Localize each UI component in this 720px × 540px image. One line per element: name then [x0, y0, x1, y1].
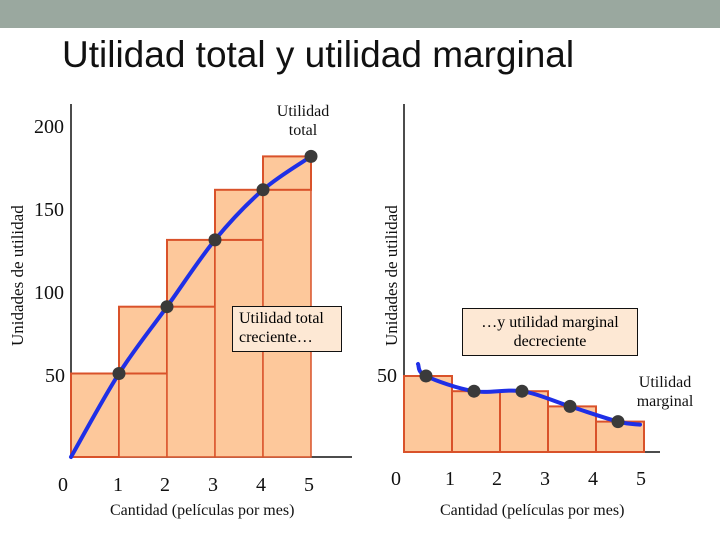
- total-utility-point: [208, 233, 222, 247]
- marginal-utility-bar: [403, 375, 453, 453]
- total-utility-base-bar: [118, 372, 168, 458]
- right-x-tick-4: 4: [588, 468, 598, 490]
- right-y-tick-50: 50: [377, 365, 397, 387]
- left-y-tick-150: 150: [34, 199, 64, 221]
- left-x-tick-3: 3: [208, 474, 218, 496]
- left-x-tick-5: 5: [304, 474, 314, 496]
- marginal-utility-point: [563, 399, 577, 413]
- left-x-tick-2: 2: [160, 474, 170, 496]
- left-x-tick-1: 1: [113, 474, 123, 496]
- page-title: Utilidad total y utilidad marginal: [62, 34, 575, 75]
- marginal-utility-point: [419, 369, 433, 383]
- marginal-utility-bar: [451, 390, 501, 454]
- right-x-tick-1: 1: [445, 468, 455, 490]
- right-x-tick-3: 3: [540, 468, 550, 490]
- left-y-tick-200: 200: [34, 116, 64, 138]
- marginal-utility-curve-label: Utilidad marginal: [636, 374, 694, 410]
- left-y-tick-100: 100: [34, 282, 64, 304]
- marginal-utility-point: [611, 415, 625, 429]
- total-utility-point: [112, 367, 126, 380]
- right-x-axis-label: Cantidad (películas por mes): [440, 502, 625, 519]
- marginal-utility-point: [467, 384, 481, 398]
- marginal-utility-annotation: …y utilidad marginal decreciente: [462, 308, 638, 356]
- left-y-tick-50: 50: [45, 365, 65, 387]
- top-bar: [0, 0, 720, 28]
- marginal-utility-bar: [499, 390, 549, 454]
- left-x-axis-label: Cantidad (películas por mes): [110, 502, 295, 519]
- left-x-tick-0: 0: [58, 474, 68, 496]
- total-utility-curve-label: Utilidad total: [276, 103, 330, 139]
- left-x-tick-4: 4: [256, 474, 266, 496]
- total-utility-point: [256, 183, 270, 197]
- total-utility-point: [304, 149, 318, 163]
- right-x-tick-2: 2: [492, 468, 502, 490]
- right-x-tick-0: 0: [391, 468, 401, 490]
- right-x-tick-5: 5: [636, 468, 646, 490]
- left-y-axis-label: Unidades de utilidad: [8, 205, 27, 346]
- total-utility-point: [160, 300, 174, 314]
- total-utility-base-bar: [166, 305, 216, 458]
- total-utility-annotation: Utilidad total creciente…: [232, 306, 342, 352]
- marginal-utility-point: [515, 384, 529, 398]
- right-y-axis-label: Unidades de utilidad: [382, 205, 401, 346]
